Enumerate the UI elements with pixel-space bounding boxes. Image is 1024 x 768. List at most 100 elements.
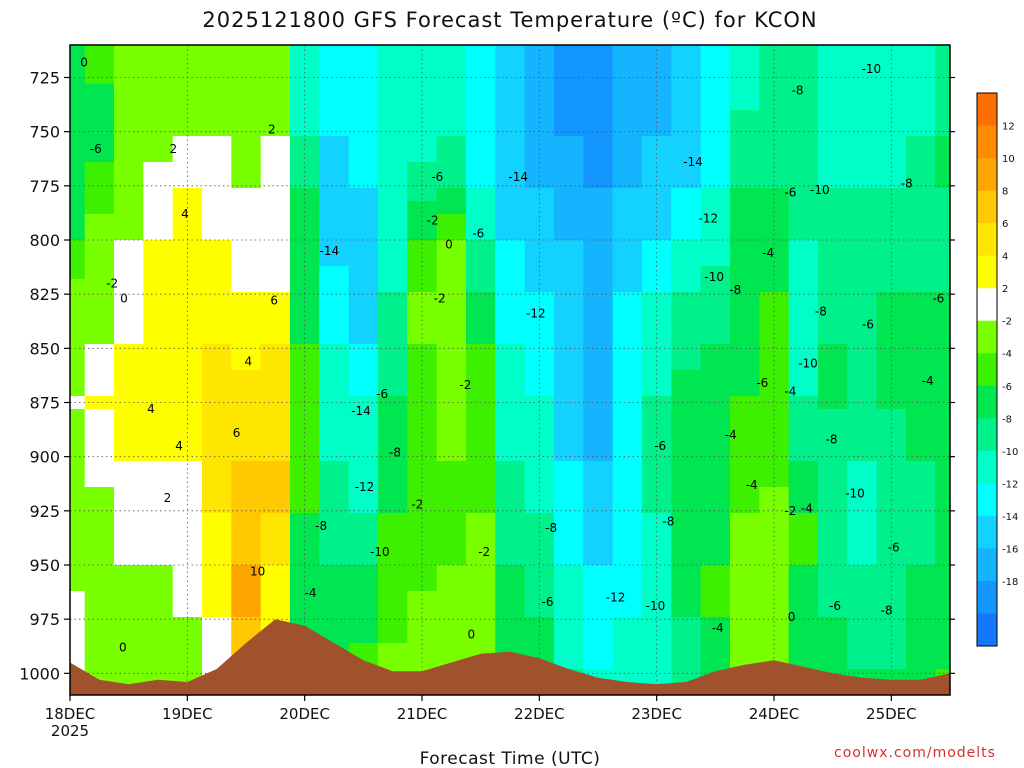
temperature-cell <box>143 240 174 254</box>
temperature-cell <box>260 344 291 358</box>
temperature-cell <box>231 253 262 267</box>
temperature-cell <box>319 513 350 527</box>
temperature-cell <box>114 227 144 241</box>
temperature-cell <box>759 175 790 189</box>
temperature-cell <box>583 162 614 176</box>
temperature-cell <box>642 526 672 540</box>
temperature-cell <box>818 110 848 124</box>
temperature-cell <box>319 370 350 384</box>
temperature-cell <box>935 578 950 592</box>
temperature-cell <box>671 123 702 137</box>
temperature-cell <box>671 474 702 488</box>
temperature-cell <box>114 201 144 215</box>
temperature-cell <box>583 370 614 384</box>
temperature-cell <box>906 136 936 150</box>
temperature-cell <box>554 604 584 618</box>
temperature-cell <box>788 266 819 280</box>
temperature-cell <box>260 513 291 527</box>
colorbar-swatch <box>977 450 997 484</box>
temperature-cell <box>906 58 936 72</box>
temperature-cell <box>436 45 467 59</box>
temperature-cell <box>495 422 526 436</box>
temperature-cell <box>260 396 291 410</box>
temperature-cell <box>554 305 584 319</box>
temperature-cell <box>554 136 584 150</box>
temperature-cell <box>172 357 203 371</box>
temperature-cell <box>847 240 878 254</box>
temperature-cell <box>730 253 760 267</box>
temperature-cell <box>700 526 731 540</box>
temperature-cell <box>378 565 408 579</box>
temperature-cell <box>260 383 291 397</box>
temperature-cell <box>260 253 291 267</box>
temperature-cell <box>231 214 262 228</box>
colorbar-swatch <box>977 190 997 224</box>
temperature-cell <box>231 409 262 423</box>
temperature-cell <box>788 344 819 358</box>
temperature-cell <box>818 188 848 202</box>
temperature-cell <box>84 630 115 644</box>
contour-label: 0 <box>445 237 453 251</box>
temperature-cell <box>231 344 262 358</box>
temperature-cell <box>260 97 291 111</box>
temperature-cell <box>583 201 614 215</box>
temperature-cell <box>935 227 950 241</box>
temperature-cell <box>935 617 950 631</box>
temperature-cell <box>700 149 731 163</box>
temperature-cell <box>143 526 174 540</box>
temperature-cell <box>554 331 584 345</box>
temperature-cell <box>114 84 144 98</box>
temperature-cell <box>84 604 115 618</box>
temperature-cell <box>202 97 232 111</box>
temperature-cell <box>612 435 643 449</box>
temperature-cell <box>642 240 672 254</box>
temperature-cell <box>554 461 584 475</box>
temperature-cell <box>84 227 115 241</box>
temperature-cell <box>436 240 467 254</box>
temperature-cell <box>231 422 262 436</box>
temperature-cell <box>906 97 936 111</box>
temperature-cell <box>612 136 643 150</box>
temperature-cell <box>876 136 907 150</box>
temperature-cell <box>202 227 232 241</box>
temperature-cell <box>143 448 174 462</box>
temperature-cell <box>70 227 86 241</box>
temperature-cell <box>847 357 878 371</box>
temperature-cell <box>260 227 291 241</box>
temperature-cell <box>788 357 819 371</box>
temperature-cell <box>495 513 526 527</box>
temperature-cell <box>436 409 467 423</box>
temperature-cell <box>70 370 86 384</box>
temperature-cell <box>906 162 936 176</box>
temperature-cell <box>202 396 232 410</box>
temperature-cell <box>84 71 115 85</box>
colorbar-swatch <box>977 255 997 289</box>
temperature-cell <box>671 214 702 228</box>
temperature-cell <box>202 643 232 657</box>
temperature-cell <box>935 461 950 475</box>
temperature-cell <box>114 448 144 462</box>
colorbar-tick-label: -12 <box>1002 479 1018 490</box>
temperature-cell <box>642 136 672 150</box>
temperature-cell <box>524 513 555 527</box>
temperature-cell <box>466 279 496 293</box>
temperature-cell <box>319 214 350 228</box>
temperature-cell <box>583 279 614 293</box>
temperature-cell <box>583 175 614 189</box>
temperature-cell <box>612 604 643 618</box>
temperature-cell <box>114 370 144 384</box>
temperature-cell <box>524 474 555 488</box>
temperature-cell <box>554 643 584 657</box>
temperature-cell <box>495 71 526 85</box>
temperature-cell <box>700 617 731 631</box>
temperature-cell <box>70 331 86 345</box>
temperature-cell <box>172 643 203 657</box>
temperature-cell <box>231 604 262 618</box>
temperature-cell <box>143 604 174 618</box>
temperature-cell <box>495 526 526 540</box>
temperature-cell <box>466 630 496 644</box>
temperature-cell <box>583 292 614 306</box>
temperature-cell <box>466 201 496 215</box>
temperature-cell <box>583 604 614 618</box>
temperature-cell <box>847 149 878 163</box>
